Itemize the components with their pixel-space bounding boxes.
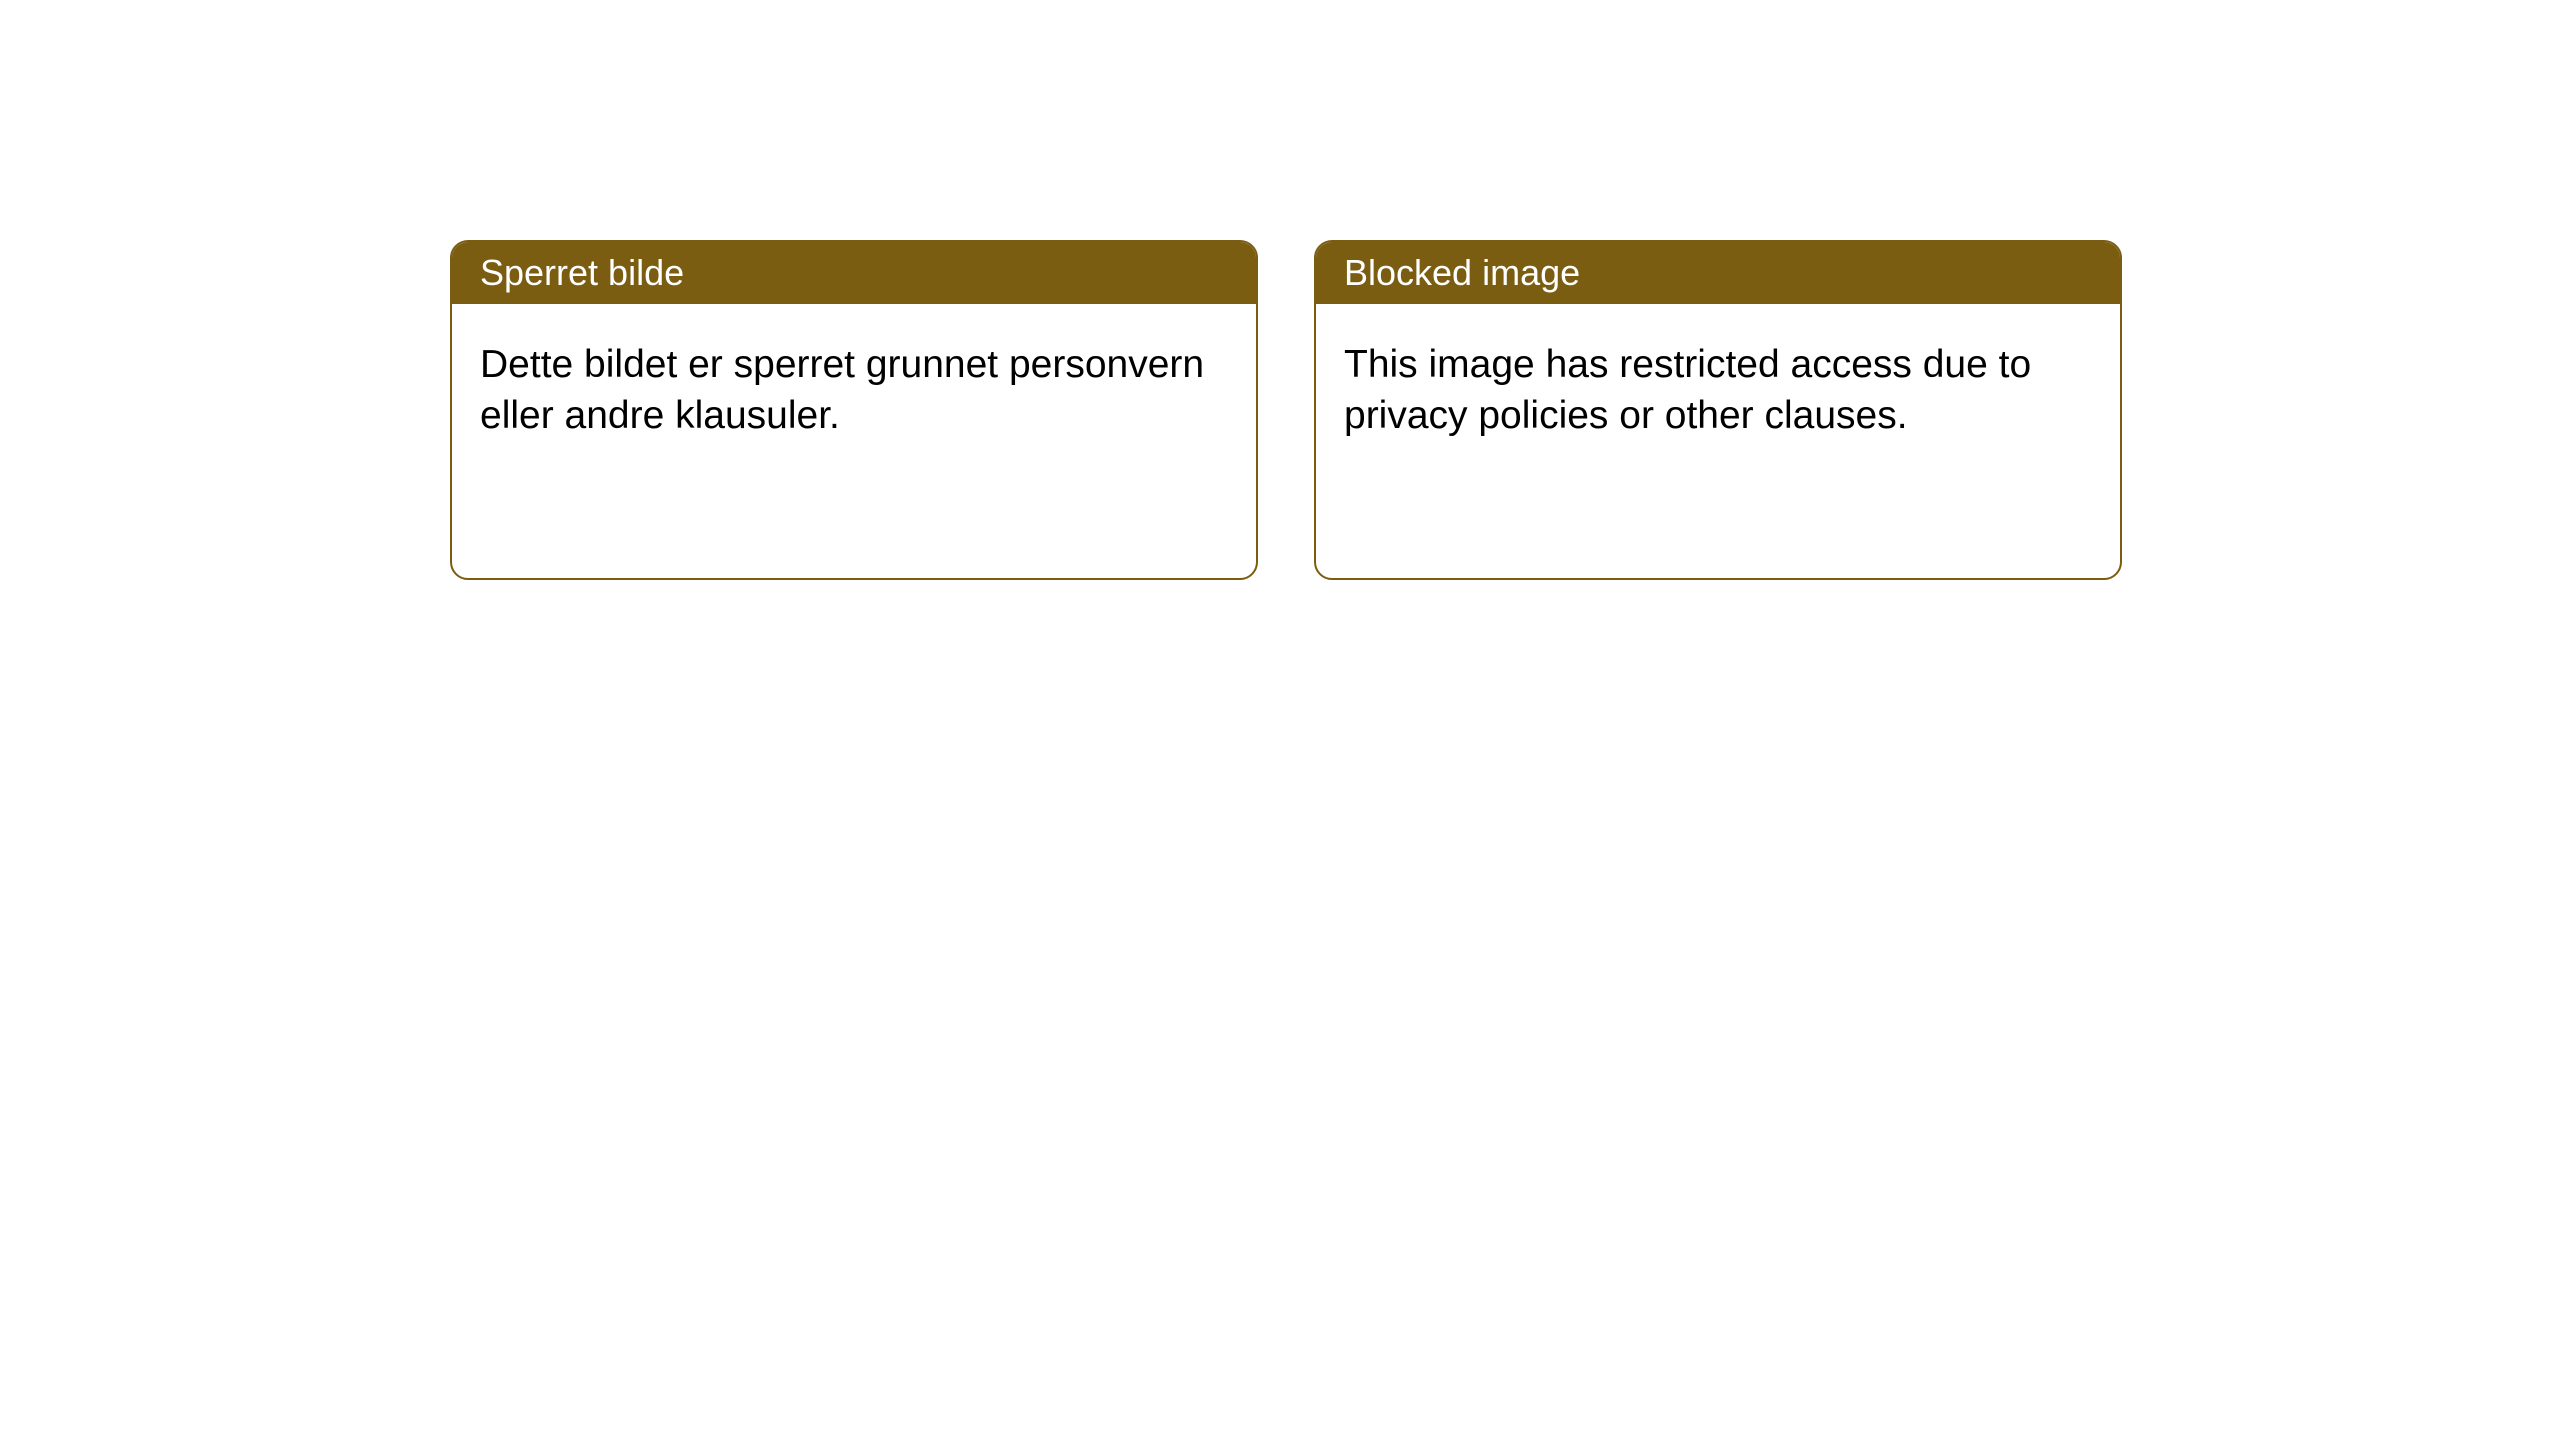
notice-title: Sperret bilde (480, 252, 684, 293)
notice-header: Sperret bilde (452, 242, 1256, 304)
notice-header: Blocked image (1316, 242, 2120, 304)
notice-title: Blocked image (1344, 252, 1580, 293)
notice-container: Sperret bilde Dette bildet er sperret gr… (450, 240, 2122, 580)
notice-body: This image has restricted access due to … (1316, 304, 2120, 477)
notice-body-text: Dette bildet er sperret grunnet personve… (480, 343, 1204, 437)
notice-card-norwegian: Sperret bilde Dette bildet er sperret gr… (450, 240, 1258, 580)
notice-body: Dette bildet er sperret grunnet personve… (452, 304, 1256, 477)
notice-body-text: This image has restricted access due to … (1344, 343, 2031, 437)
notice-card-english: Blocked image This image has restricted … (1314, 240, 2122, 580)
